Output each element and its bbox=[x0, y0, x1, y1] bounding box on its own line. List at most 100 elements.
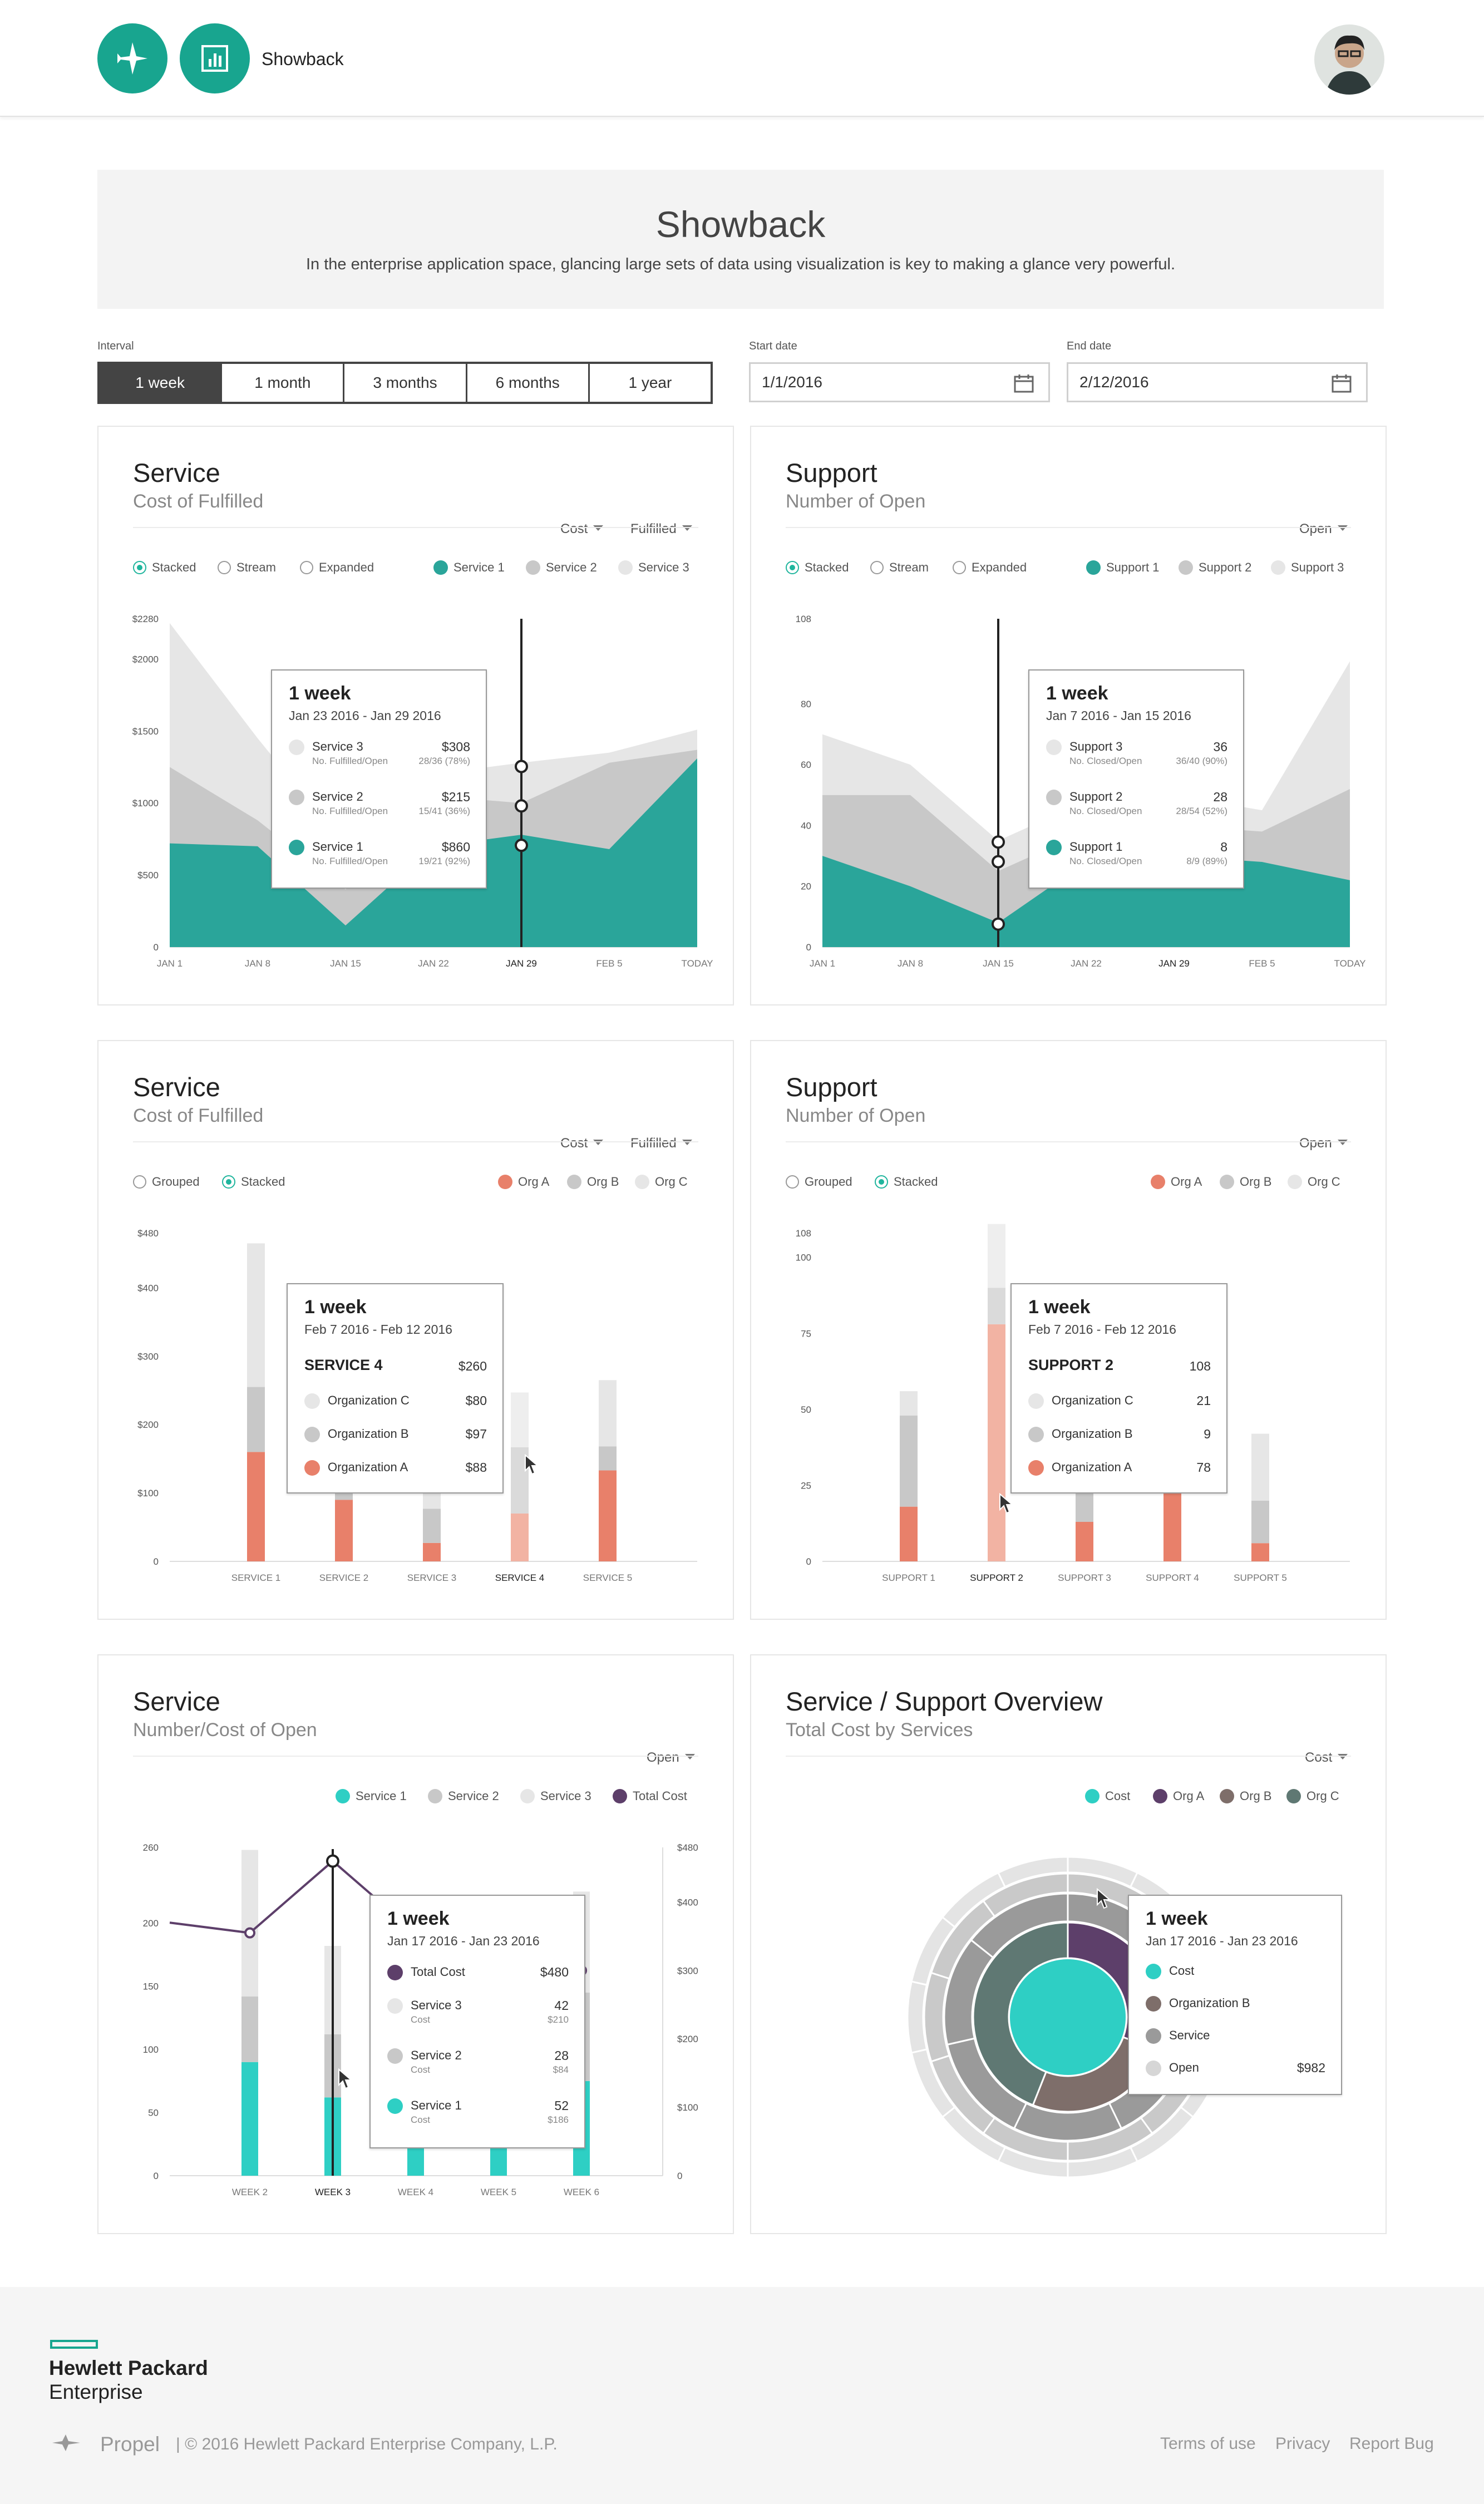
copyright: | © 2016 Hewlett Packard Enterprise Comp… bbox=[176, 2435, 558, 2453]
report-bug-link[interactable]: Report Bug bbox=[1349, 2434, 1434, 2453]
option-stacked[interactable]: Stacked bbox=[133, 560, 196, 575]
legend-service-1[interactable]: Service 1 bbox=[433, 560, 505, 575]
legend-org-b[interactable]: Org B bbox=[1220, 1175, 1271, 1189]
option-stream[interactable]: Stream bbox=[870, 560, 929, 575]
card-title: Service bbox=[133, 458, 220, 487]
open-dropdown[interactable]: Open bbox=[1299, 521, 1348, 537]
chart-tooltip: 1 week Jan 23 2016 - Jan 29 2016 Service… bbox=[271, 669, 487, 889]
divider bbox=[133, 1756, 698, 1757]
legend-org-b[interactable]: Org B bbox=[567, 1175, 619, 1189]
legend-org-a[interactable]: Org A bbox=[498, 1175, 549, 1189]
fulfilled-dropdown[interactable]: Fulfilled bbox=[630, 1136, 692, 1151]
fulfilled-dropdown[interactable]: Fulfilled bbox=[630, 521, 692, 537]
legend-cost[interactable]: Cost bbox=[1085, 1789, 1130, 1803]
calendar-icon[interactable] bbox=[1014, 374, 1034, 393]
legend-dot bbox=[1288, 1175, 1302, 1189]
legend-org-a[interactable]: Org A bbox=[1151, 1175, 1202, 1189]
option-stacked[interactable]: Stacked bbox=[222, 1175, 285, 1189]
hover-point bbox=[515, 839, 528, 852]
tooltip-date: Jan 7 2016 - Jan 15 2016 bbox=[1046, 708, 1191, 723]
y-tick-label: 150 bbox=[143, 1981, 159, 1992]
ring-org-segment bbox=[972, 1921, 1069, 2106]
legend-label: Org B bbox=[1240, 1175, 1272, 1189]
bar-chart-icon[interactable] bbox=[180, 23, 250, 93]
legend-service-1[interactable]: Service 1 bbox=[336, 1789, 407, 1803]
x-tick-label: WEEK 2 bbox=[232, 2187, 268, 2197]
interval-6-months[interactable]: 6 months bbox=[467, 364, 590, 402]
series-dot bbox=[304, 1460, 320, 1476]
row-subvalue: 19/21 (92%) bbox=[418, 856, 470, 866]
x-tick-label: TODAY bbox=[682, 958, 713, 969]
interval-1-year[interactable]: 1 year bbox=[628, 374, 672, 391]
option-grouped[interactable]: Grouped bbox=[786, 1175, 852, 1189]
calendar-icon[interactable] bbox=[1332, 374, 1352, 393]
legend-label: Service 2 bbox=[448, 1789, 499, 1803]
row-value: $480 bbox=[540, 1965, 569, 1979]
legend-total-cost[interactable]: Total Cost bbox=[613, 1789, 687, 1803]
x-tick-label: SUPPORT 2 bbox=[970, 1573, 1023, 1583]
row-sub: Cost bbox=[411, 2064, 430, 2075]
option-expanded[interactable]: Expanded bbox=[953, 560, 1027, 575]
option-label: Stacked bbox=[152, 560, 196, 574]
avatar[interactable] bbox=[1314, 24, 1384, 95]
legend-label: Service 1 bbox=[453, 560, 505, 574]
legend-service-2[interactable]: Service 2 bbox=[428, 1789, 499, 1803]
ring-outer-segment bbox=[906, 1980, 928, 2054]
option-stream[interactable]: Stream bbox=[218, 560, 276, 575]
y-tick-label: 40 bbox=[801, 820, 811, 831]
row-subvalue: $186 bbox=[548, 2114, 569, 2125]
app-title[interactable]: Showback bbox=[262, 49, 344, 69]
legend-org-b[interactable]: Org B bbox=[1220, 1789, 1271, 1803]
y2-tick-label: $200 bbox=[677, 2034, 698, 2044]
tooltip-date: Jan 17 2016 - Jan 23 2016 bbox=[1146, 1934, 1298, 1948]
bar-org-b bbox=[247, 1387, 265, 1452]
terms-link[interactable]: Terms of use bbox=[1160, 2434, 1256, 2453]
brand-name: Hewlett Packard bbox=[49, 2357, 208, 2379]
row-subvalue: 28/54 (52%) bbox=[1176, 806, 1227, 816]
divider bbox=[786, 527, 1351, 528]
legend-org-c[interactable]: Org C bbox=[635, 1175, 688, 1189]
card-title: Support bbox=[786, 458, 877, 487]
open-dropdown[interactable]: Open bbox=[1299, 1136, 1348, 1151]
interval-1-month[interactable]: 1 month bbox=[222, 364, 345, 402]
legend-org-c[interactable]: Org C bbox=[1288, 1175, 1340, 1189]
end-date-field[interactable]: 2/12/2016 bbox=[1067, 362, 1368, 402]
legend-service-3[interactable]: Service 3 bbox=[618, 560, 689, 575]
interval-1-week[interactable]: 1 week bbox=[100, 364, 223, 402]
tooltip-head-label: SUPPORT 2 bbox=[1028, 1357, 1114, 1373]
row-value: $80 bbox=[465, 1393, 487, 1408]
chart-tooltip: 1 week Feb 7 2016 - Feb 12 2016 SERVICE … bbox=[287, 1283, 504, 1493]
option-stacked[interactable]: Stacked bbox=[875, 1175, 938, 1189]
tooltip-row: Service 2 Cost 28 $84 bbox=[387, 2046, 569, 2075]
option-grouped[interactable]: Grouped bbox=[133, 1175, 200, 1189]
y-tick-label: 50 bbox=[148, 2108, 159, 2118]
legend-service-3[interactable]: Service 3 bbox=[520, 1789, 591, 1803]
cursor-icon bbox=[525, 1454, 539, 1475]
y-tick-label: $1000 bbox=[132, 798, 159, 809]
start-date-field[interactable]: 1/1/2016 bbox=[749, 362, 1050, 402]
card-subtitle: Total Cost by Services bbox=[786, 1719, 973, 1741]
legend-org-a[interactable]: Org A bbox=[1153, 1789, 1204, 1803]
interval-3-months[interactable]: 3 months bbox=[344, 364, 467, 402]
bar-org-b bbox=[1251, 1500, 1269, 1544]
tooltip-row: Service 3 No. Fulfilled/Open $308 28/36 (78… bbox=[289, 737, 470, 766]
cost-dropdown[interactable]: Cost bbox=[560, 1136, 603, 1151]
privacy-link[interactable]: Privacy bbox=[1275, 2434, 1330, 2453]
option-stacked[interactable]: Stacked bbox=[786, 560, 849, 575]
y-tick-label: $400 bbox=[137, 1283, 159, 1293]
option-expanded[interactable]: Expanded bbox=[300, 560, 374, 575]
plane-icon[interactable] bbox=[97, 23, 167, 93]
legend-dot bbox=[526, 560, 540, 575]
legend-support-2[interactable]: Support 2 bbox=[1179, 560, 1251, 575]
line-point bbox=[244, 1927, 255, 1939]
legend-org-c[interactable]: Org C bbox=[1286, 1789, 1339, 1803]
legend-service-2[interactable]: Service 2 bbox=[526, 560, 597, 575]
cost-dropdown[interactable]: Cost bbox=[560, 521, 603, 537]
legend-support-3[interactable]: Support 3 bbox=[1271, 560, 1344, 575]
legend-dot bbox=[1085, 1789, 1100, 1803]
open-dropdown[interactable]: Open bbox=[647, 1750, 695, 1766]
x-tick-label: SUPPORT 4 bbox=[1146, 1573, 1199, 1583]
legend-support-1[interactable]: Support 1 bbox=[1086, 560, 1159, 575]
cost-dropdown[interactable]: Cost bbox=[1305, 1750, 1348, 1766]
